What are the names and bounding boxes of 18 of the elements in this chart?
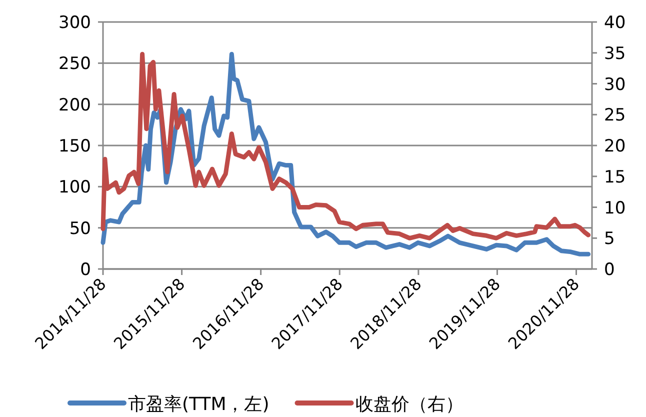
y2-tick-label: 20 xyxy=(604,136,626,156)
y-tick-label: 300 xyxy=(58,13,91,33)
legend-label: 市盈率(TTM，左) xyxy=(128,394,270,415)
y-tick-label: 50 xyxy=(69,218,91,239)
y2-tick-label: 5 xyxy=(604,229,615,250)
y-tick-label: 150 xyxy=(58,136,91,156)
y-tick-label: 200 xyxy=(58,95,91,116)
y2-tick-label: 30 xyxy=(604,74,626,95)
legend-label: 收盘价（右） xyxy=(355,394,464,415)
y-tick-label: 100 xyxy=(58,178,91,198)
y2-tick-label: 35 xyxy=(604,44,626,64)
y2-tick-label: 0 xyxy=(604,260,615,280)
y2-tick-label: 40 xyxy=(604,13,626,33)
y2-tick-label: 25 xyxy=(604,106,626,126)
y2-tick-label: 15 xyxy=(604,167,626,188)
y2-tick-label: 10 xyxy=(604,198,626,218)
y-tick-label: 250 xyxy=(58,54,91,74)
y-tick-label: 0 xyxy=(80,260,91,280)
